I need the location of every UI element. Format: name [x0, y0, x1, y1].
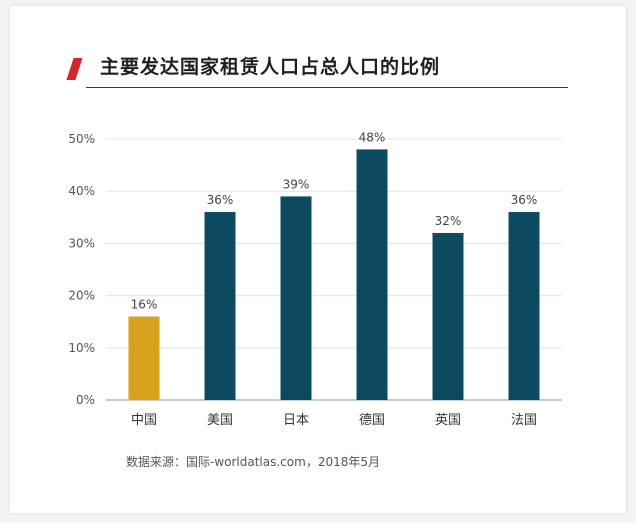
- bar: [432, 232, 464, 400]
- source-note: 数据来源：国际-worldatlas.com，2018年5月: [126, 455, 380, 469]
- y-tick-label: 0%: [76, 393, 95, 407]
- bar: [204, 212, 236, 400]
- bar-value-label: 16%: [131, 297, 158, 311]
- y-tick-label: 50%: [68, 132, 95, 146]
- bar-value-label: 48%: [359, 130, 386, 144]
- bar-value-label: 36%: [511, 193, 538, 207]
- chart-title: 主要发达国家租赁人口占总人口的比例: [100, 56, 441, 78]
- title-underline: [86, 87, 568, 88]
- y-tick-label: 20%: [68, 289, 95, 303]
- x-tick-label: 法国: [511, 413, 537, 428]
- bar-value-label: 39%: [283, 177, 310, 191]
- x-tick-label: 英国: [435, 413, 461, 428]
- y-tick-label: 40%: [68, 184, 95, 198]
- y-tick-label: 10%: [68, 341, 95, 355]
- bar: [356, 149, 388, 400]
- bar: [280, 196, 312, 400]
- bar: [508, 212, 540, 400]
- bar-value-label: 36%: [207, 193, 234, 207]
- x-tick-label: 德国: [359, 413, 385, 428]
- x-tick-label: 美国: [207, 413, 233, 428]
- x-tick-label: 中国: [131, 413, 157, 428]
- bar: [128, 316, 160, 400]
- y-tick-label: 30%: [68, 236, 95, 250]
- x-tick-label: 日本: [283, 413, 309, 428]
- bar-value-label: 32%: [435, 214, 462, 228]
